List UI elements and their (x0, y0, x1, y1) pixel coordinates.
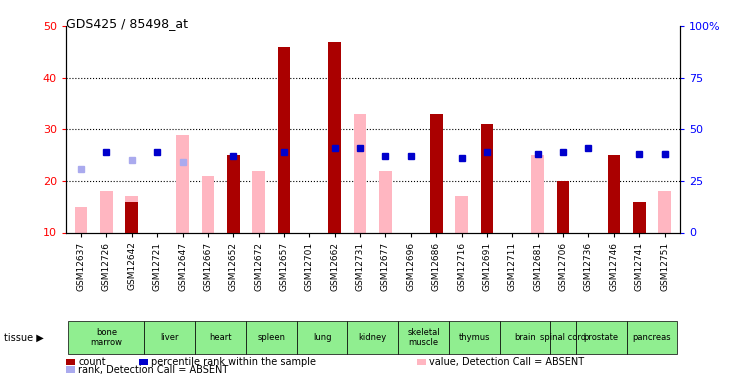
Text: count: count (78, 357, 106, 367)
Bar (430, 207, 442, 232)
Bar (658, 191, 671, 232)
Bar (126, 196, 138, 232)
Bar (633, 202, 645, 232)
Bar (557, 181, 569, 232)
Bar (328, 42, 341, 232)
Bar (126, 202, 138, 232)
Text: percentile rank within the sample: percentile rank within the sample (151, 357, 317, 367)
Bar (379, 171, 392, 232)
Text: spinal cord: spinal cord (540, 333, 586, 342)
Text: thymus: thymus (458, 333, 490, 342)
Text: value, Detection Call = ABSENT: value, Detection Call = ABSENT (429, 357, 584, 367)
Bar (75, 207, 88, 232)
Bar (531, 155, 544, 232)
Text: lung: lung (313, 333, 331, 342)
Text: rank, Detection Call = ABSENT: rank, Detection Call = ABSENT (78, 365, 229, 375)
Bar (481, 124, 493, 232)
Text: bone
marrow: bone marrow (91, 328, 122, 347)
Text: prostate: prostate (583, 333, 618, 342)
Bar (354, 114, 366, 232)
Text: brain: brain (514, 333, 536, 342)
Text: spleen: spleen (257, 333, 285, 342)
Text: pancreas: pancreas (632, 333, 671, 342)
Bar (100, 191, 113, 232)
Bar (607, 155, 620, 232)
Bar (455, 196, 468, 232)
Text: GDS425 / 85498_at: GDS425 / 85498_at (66, 17, 188, 30)
Bar (227, 155, 240, 232)
Text: kidney: kidney (359, 333, 387, 342)
Text: heart: heart (209, 333, 232, 342)
Bar (278, 47, 290, 232)
Text: liver: liver (161, 333, 179, 342)
Bar (252, 171, 265, 232)
Text: tissue ▶: tissue ▶ (4, 333, 43, 342)
Text: skeletal
muscle: skeletal muscle (407, 328, 440, 347)
Bar (176, 135, 189, 232)
Bar (430, 114, 442, 232)
Bar (202, 176, 214, 232)
Bar (278, 207, 290, 232)
